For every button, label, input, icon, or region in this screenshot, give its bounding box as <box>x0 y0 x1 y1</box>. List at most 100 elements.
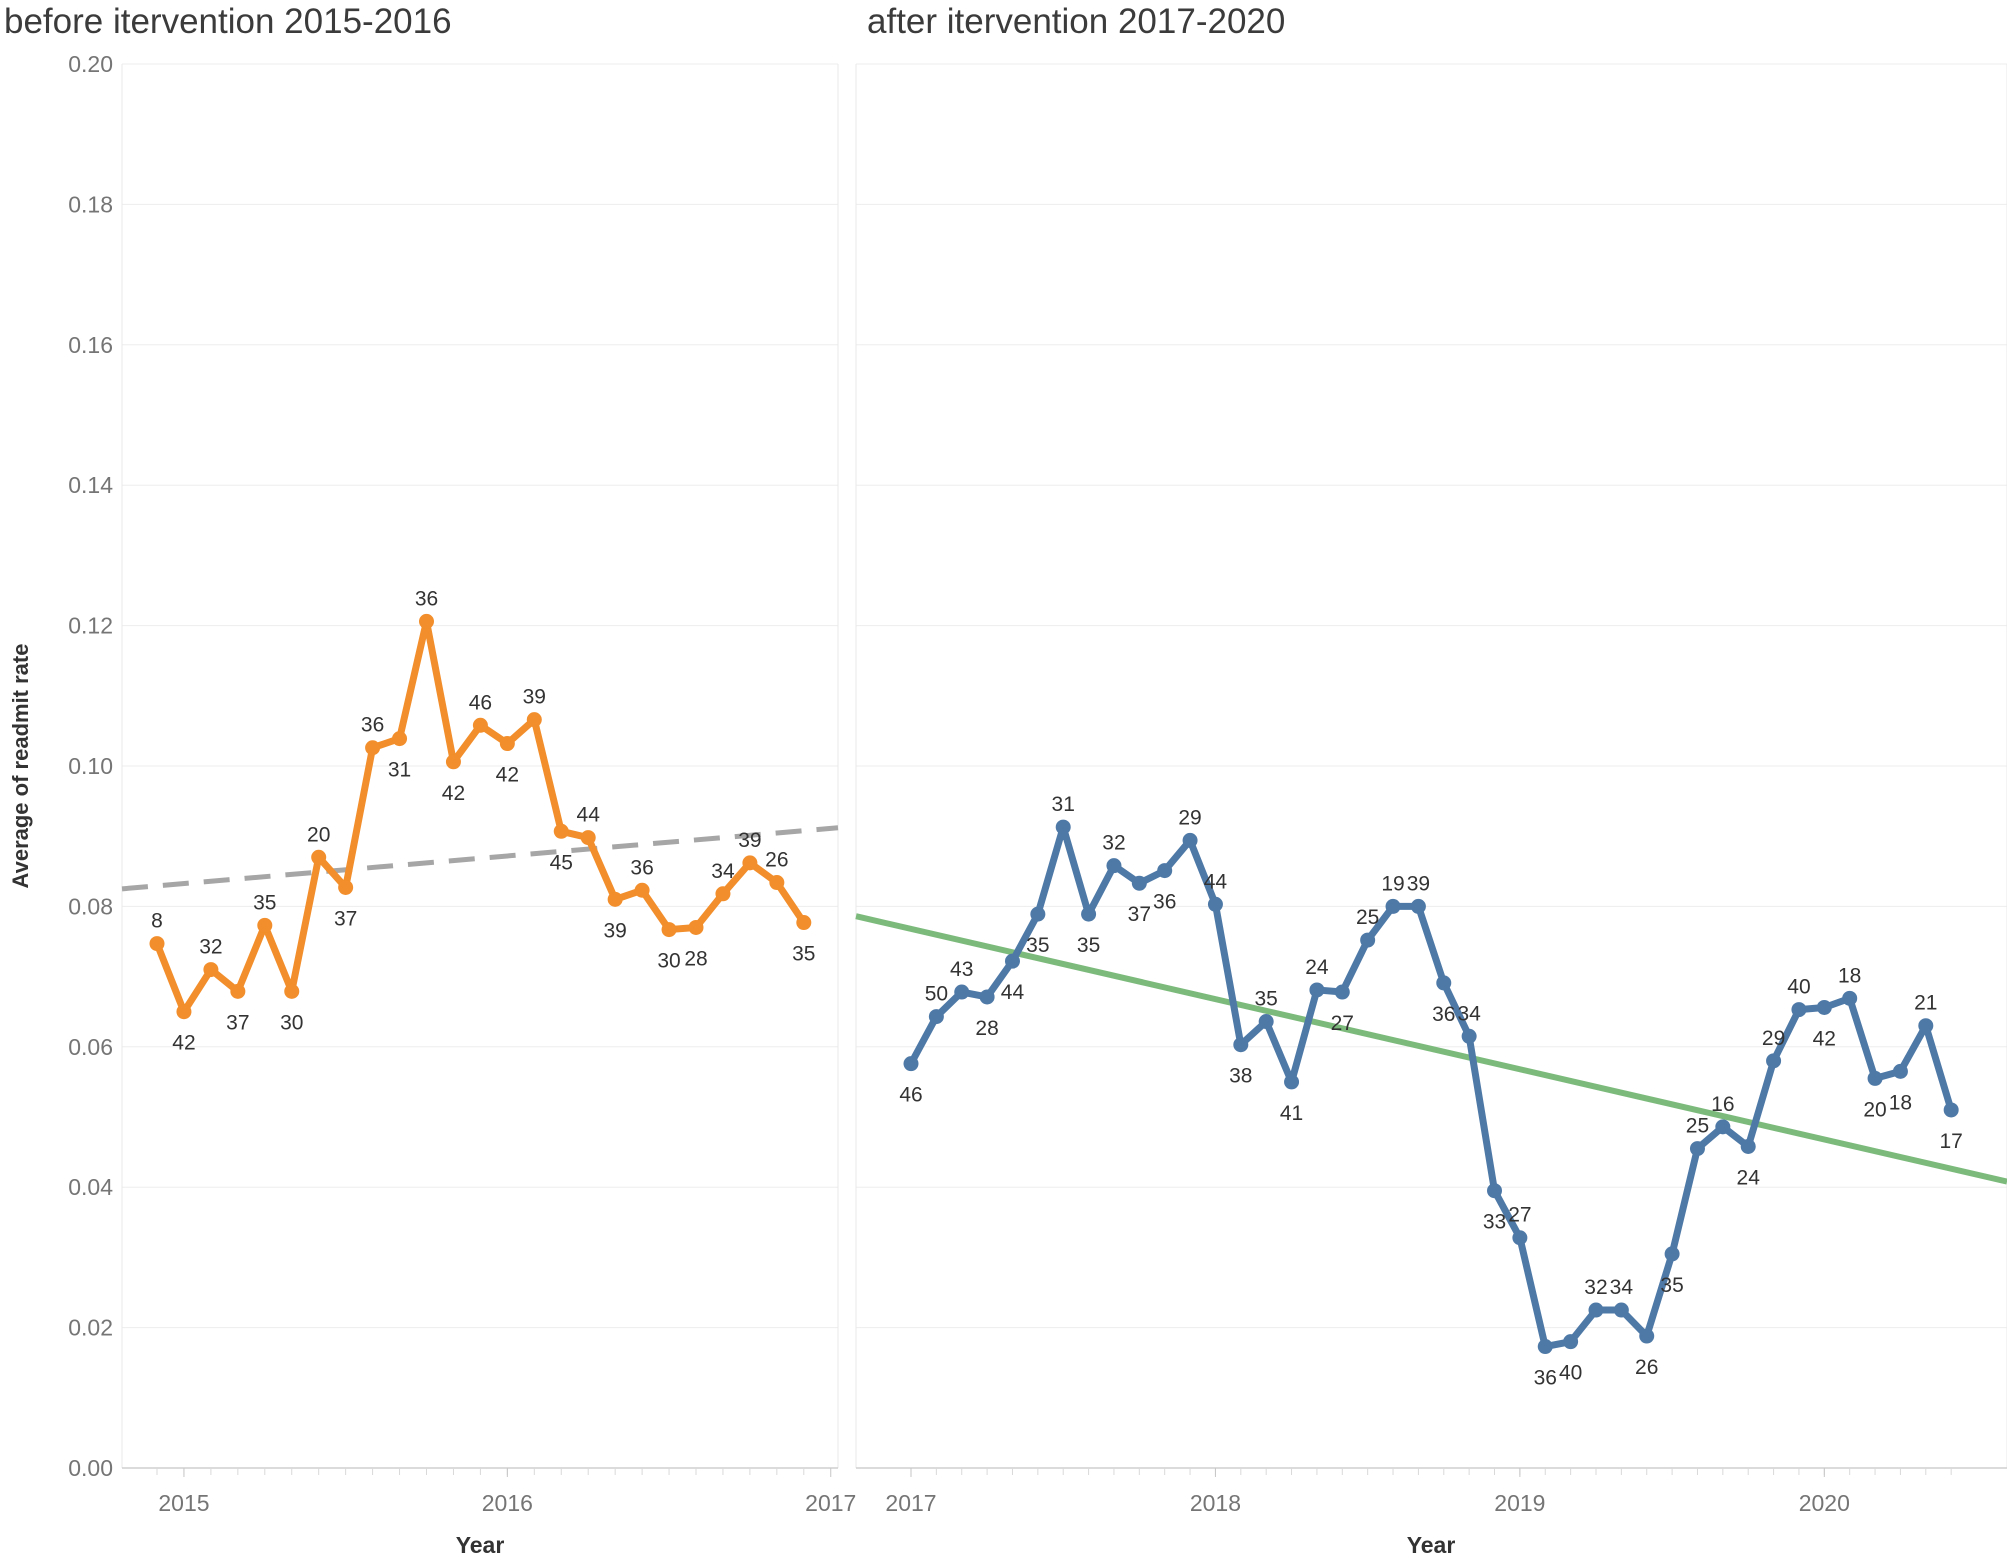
data-point-marker[interactable] <box>1918 1018 1934 1034</box>
data-point-marker[interactable] <box>1715 1119 1731 1135</box>
data-point-marker[interactable] <box>1258 1014 1274 1030</box>
data-point-label: 19 <box>1381 872 1404 895</box>
data-point-marker[interactable] <box>1537 1339 1553 1355</box>
data-point-marker[interactable] <box>661 922 677 938</box>
data-point-marker[interactable] <box>715 886 731 902</box>
data-point-label: 32 <box>199 936 222 959</box>
data-point-marker[interactable] <box>1106 858 1122 874</box>
data-point-label: 20 <box>1863 1098 1886 1121</box>
data-point-label: 29 <box>1762 1027 1785 1050</box>
data-point-label: 18 <box>1838 964 1861 987</box>
data-point-marker[interactable] <box>1410 898 1426 914</box>
data-point-marker[interactable] <box>1740 1138 1756 1154</box>
data-point-marker[interactable] <box>1360 932 1376 948</box>
y-axis-title: Average of readmit rate <box>8 644 33 889</box>
data-point-marker[interactable] <box>1766 1053 1782 1069</box>
data-point-marker[interactable] <box>1791 1002 1807 1018</box>
data-point-marker[interactable] <box>1588 1302 1604 1318</box>
trend-line[interactable] <box>121 825 839 892</box>
data-point-marker[interactable] <box>634 882 650 898</box>
data-point-marker[interactable] <box>1233 1037 1249 1053</box>
data-point-marker[interactable] <box>1842 990 1858 1006</box>
data-point-marker[interactable] <box>742 855 758 871</box>
x-tick-label: 2017 <box>885 1490 936 1516</box>
data-point-marker[interactable] <box>1284 1074 1300 1090</box>
data-point-marker[interactable] <box>203 962 219 978</box>
data-point-marker[interactable] <box>979 989 995 1005</box>
data-point-marker[interactable] <box>928 1009 944 1025</box>
data-point-marker[interactable] <box>176 1004 192 1020</box>
data-point-marker[interactable] <box>1334 984 1350 1000</box>
data-point-marker[interactable] <box>230 983 246 999</box>
data-point-marker[interactable] <box>1563 1334 1579 1350</box>
data-point-label: 43 <box>950 958 973 981</box>
data-point-marker[interactable] <box>1182 832 1198 848</box>
data-point-label: 35 <box>1077 934 1100 957</box>
y-tick-label: 0.06 <box>68 1034 113 1060</box>
data-point-marker[interactable] <box>1207 896 1223 912</box>
data-point-marker[interactable] <box>1436 975 1452 991</box>
data-point-label: 34 <box>1457 1002 1481 1025</box>
data-point-marker[interactable] <box>903 1056 919 1072</box>
data-point-label: 39 <box>523 686 546 709</box>
data-point-label: 24 <box>1305 956 1329 979</box>
data-point-marker[interactable] <box>1461 1028 1477 1044</box>
data-point-marker[interactable] <box>472 717 488 733</box>
data-point-marker[interactable] <box>1816 999 1832 1015</box>
y-tick-label: 0.00 <box>68 1455 113 1481</box>
data-point-marker[interactable] <box>1081 906 1097 922</box>
data-point-label: 27 <box>1331 1012 1354 1035</box>
trend-line[interactable] <box>855 913 2007 1185</box>
data-point-marker[interactable] <box>1157 863 1173 879</box>
y-tick-label: 0.08 <box>68 893 113 919</box>
data-point-marker[interactable] <box>580 830 596 846</box>
data-point-marker[interactable] <box>1943 1102 1959 1118</box>
data-point-marker[interactable] <box>954 984 970 1000</box>
data-point-label: 38 <box>1229 1065 1252 1088</box>
data-point-marker[interactable] <box>796 915 812 931</box>
data-point-marker[interactable] <box>311 849 327 865</box>
data-point-marker[interactable] <box>419 613 434 629</box>
data-point-marker[interactable] <box>1055 819 1071 835</box>
series-line[interactable] <box>907 823 1955 1351</box>
data-point-marker[interactable] <box>1867 1070 1883 1086</box>
data-point-marker[interactable] <box>1004 953 1020 969</box>
data-point-marker[interactable] <box>1892 1063 1908 1079</box>
data-point-marker[interactable] <box>553 823 569 839</box>
data-point-label: 46 <box>469 691 492 714</box>
data-point-marker[interactable] <box>1309 982 1325 998</box>
data-point-marker[interactable] <box>1131 875 1147 891</box>
data-point-marker[interactable] <box>257 917 273 933</box>
data-point-marker[interactable] <box>1512 1230 1528 1246</box>
data-point-marker[interactable] <box>607 891 623 907</box>
data-point-label: 42 <box>442 782 465 805</box>
data-point-marker[interactable] <box>284 983 300 999</box>
data-point-marker[interactable] <box>499 736 515 752</box>
data-point-label: 21 <box>1914 992 1937 1015</box>
data-point-label: 36 <box>1432 1003 1455 1026</box>
data-point-label: 35 <box>1026 934 1049 957</box>
data-point-marker[interactable] <box>392 731 408 747</box>
data-point-marker[interactable] <box>338 879 354 895</box>
data-point-label: 31 <box>1052 793 1075 816</box>
chart-title-before: before itervention 2015-2016 <box>4 2 452 41</box>
data-point-label: 30 <box>657 950 680 973</box>
data-point-marker[interactable] <box>769 875 785 891</box>
data-point-marker[interactable] <box>1689 1141 1705 1157</box>
data-point-marker[interactable] <box>445 754 461 770</box>
chart-render-root: 2015 2016 20178423237353020373631364246423… <box>68 51 2007 1516</box>
data-point-marker[interactable] <box>1639 1328 1655 1344</box>
data-point-marker[interactable] <box>149 936 165 952</box>
data-point-marker[interactable] <box>365 740 381 756</box>
data-point-label: 37 <box>334 907 357 930</box>
data-point-marker[interactable] <box>1613 1302 1629 1318</box>
data-point-label: 28 <box>975 1017 998 1040</box>
data-point-marker[interactable] <box>688 919 704 935</box>
data-point-marker[interactable] <box>1030 906 1046 922</box>
data-point-marker[interactable] <box>526 712 542 728</box>
data-point-marker[interactable] <box>1664 1246 1680 1262</box>
data-point-label: 42 <box>1813 1027 1836 1050</box>
data-point-marker[interactable] <box>1385 898 1401 914</box>
data-point-marker[interactable] <box>1487 1183 1503 1199</box>
